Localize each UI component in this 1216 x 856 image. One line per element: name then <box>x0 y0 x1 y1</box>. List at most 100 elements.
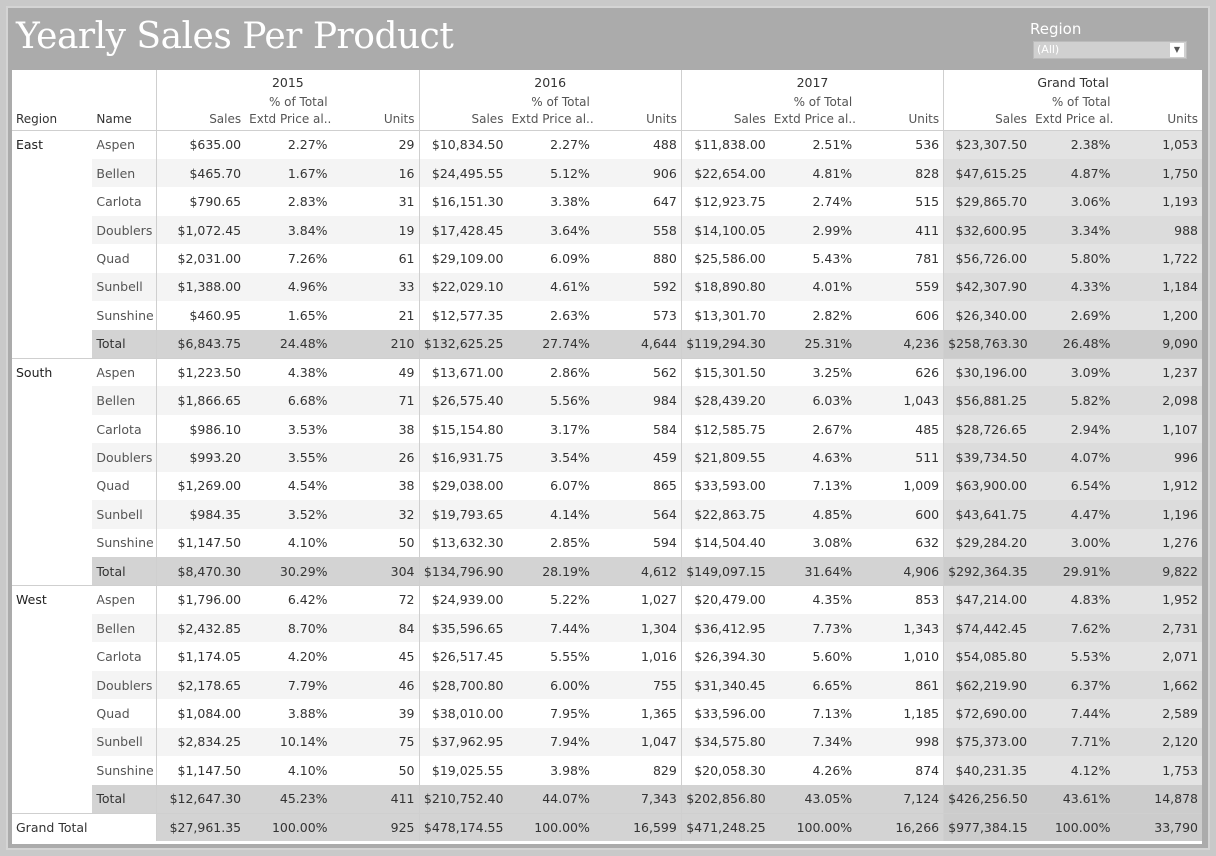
pct-total-cell[interactable]: 3.55% <box>245 443 332 472</box>
units-cell[interactable]: 16,599 <box>593 812 682 842</box>
units-cell[interactable]: 996 <box>1114 443 1202 472</box>
pct-total-cell[interactable]: 3.34% <box>1031 215 1115 245</box>
sales-cell[interactable]: $119,294.30 <box>680 329 770 358</box>
pct-total-cell[interactable]: 4.07% <box>1031 443 1115 472</box>
units-cell[interactable]: 1,010 <box>903 649 940 665</box>
sales-cell[interactable]: $258,763.30 <box>943 329 1032 358</box>
pct-total-cell[interactable]: 100.00% <box>1031 812 1115 842</box>
pct-total-cell[interactable]: 45.23% <box>245 784 332 813</box>
column-header-units[interactable]: Units <box>593 94 682 131</box>
pct-total-cell[interactable]: 7.79% <box>245 670 332 700</box>
units-cell[interactable]: 1,343 <box>856 613 944 643</box>
units-cell[interactable]: 2,731 <box>1114 613 1202 643</box>
year-header-grand-total[interactable]: Grand Total <box>943 70 1202 94</box>
units-cell[interactable]: 9,822 <box>1114 557 1202 586</box>
pct-total-cell[interactable]: 3.00% <box>1031 528 1115 558</box>
sales-cell[interactable]: $40,231.35 <box>943 756 1032 785</box>
units-cell[interactable]: 84 <box>331 613 420 643</box>
sales-cell[interactable]: $1,388.00 <box>156 272 246 302</box>
product-name[interactable]: Total <box>92 557 157 586</box>
units-cell[interactable]: 46 <box>331 670 420 700</box>
units-cell[interactable]: 874 <box>915 762 940 778</box>
column-header-units[interactable]: Units <box>856 94 944 131</box>
sales-cell[interactable]: $18,890.80 <box>680 272 770 302</box>
pct-total-cell[interactable]: 100.00% <box>245 812 332 842</box>
units-cell[interactable]: 45 <box>398 649 415 665</box>
product-name[interactable]: Total <box>92 329 157 358</box>
units-cell[interactable]: 61 <box>398 250 415 266</box>
units-cell[interactable]: 75 <box>331 727 420 757</box>
pct-total-cell[interactable]: 7.71% <box>1031 727 1115 757</box>
product-name[interactable]: Sunbell <box>92 500 157 529</box>
units-cell[interactable]: 459 <box>593 443 682 472</box>
units-cell[interactable]: 1,722 <box>1114 244 1202 273</box>
sales-cell[interactable]: $29,284.20 <box>943 528 1032 558</box>
pct-total-cell[interactable]: 2.27% <box>507 129 594 159</box>
sales-cell[interactable]: $19,793.65 <box>418 500 508 529</box>
column-header-units[interactable]: Units <box>1114 94 1202 131</box>
units-cell[interactable]: 4,236 <box>856 329 944 358</box>
units-cell[interactable]: 14,878 <box>1114 784 1202 813</box>
units-cell[interactable]: 4,644 <box>593 329 682 358</box>
sales-cell[interactable]: $460.95 <box>156 301 246 330</box>
sales-cell[interactable]: $993.20 <box>156 443 246 472</box>
pct-total-cell[interactable]: 7.95% <box>550 705 590 721</box>
sales-cell[interactable]: $13,632.30 <box>418 528 508 558</box>
sales-cell[interactable]: $210,752.40 <box>418 784 508 813</box>
sales-cell[interactable]: $62,219.90 <box>943 670 1032 700</box>
pct-total-cell[interactable]: 6.65% <box>769 670 857 700</box>
units-cell[interactable]: 594 <box>652 535 677 551</box>
pct-total-cell[interactable]: 6.68% <box>245 386 332 415</box>
units-cell[interactable]: 2,120 <box>1114 727 1202 757</box>
pct-total-cell[interactable]: 3.08% <box>812 535 853 551</box>
pct-total-cell[interactable]: 4.01% <box>769 272 857 302</box>
region-label[interactable]: South <box>12 357 93 586</box>
pct-total-cell[interactable]: 3.06% <box>1031 187 1115 216</box>
units-cell[interactable]: 72 <box>331 584 420 614</box>
column-header-sales[interactable]: Sales <box>156 94 246 131</box>
units-cell[interactable]: 781 <box>915 250 940 266</box>
units-cell[interactable]: 16 <box>331 158 420 188</box>
sales-cell[interactable]: $14,504.40 <box>680 528 770 558</box>
units-cell[interactable]: 4,612 <box>593 557 682 586</box>
product-name[interactable]: Sunshine <box>96 307 154 323</box>
sales-cell[interactable]: $426,256.50 <box>943 784 1032 813</box>
units-cell[interactable]: 4,906 <box>856 557 944 586</box>
sales-cell[interactable]: $12,923.75 <box>680 187 770 216</box>
product-name[interactable]: Quad <box>96 250 130 266</box>
sales-cell[interactable]: $56,881.25 <box>943 386 1032 415</box>
product-name[interactable]: Carlota <box>96 194 142 210</box>
units-cell[interactable]: 984 <box>593 386 682 415</box>
sales-cell[interactable]: $21,809.55 <box>680 443 770 472</box>
units-cell[interactable]: 485 <box>915 421 940 437</box>
units-cell[interactable]: 853 <box>856 584 944 614</box>
pct-total-cell[interactable]: 3.54% <box>507 443 594 472</box>
units-cell[interactable]: 1,196 <box>1114 500 1202 529</box>
units-cell[interactable]: 2,098 <box>1114 386 1202 415</box>
pct-total-cell[interactable]: 5.55% <box>550 649 590 665</box>
sales-cell[interactable]: $39,734.50 <box>943 443 1032 472</box>
sales-cell[interactable]: $12,647.30 <box>156 784 246 813</box>
units-cell[interactable]: 488 <box>593 129 682 159</box>
pct-total-cell[interactable]: 2.85% <box>550 535 590 551</box>
units-cell[interactable]: 1,043 <box>856 386 944 415</box>
sales-cell[interactable]: $134,796.90 <box>418 557 508 586</box>
sales-cell[interactable]: $1,147.50 <box>156 528 246 558</box>
pct-total-cell[interactable]: 4.12% <box>1031 756 1115 785</box>
sales-cell[interactable]: $14,100.05 <box>680 215 770 245</box>
pct-total-cell[interactable]: 4.14% <box>507 500 594 529</box>
units-cell[interactable]: 1,662 <box>1114 670 1202 700</box>
units-cell[interactable]: 573 <box>652 307 677 323</box>
sales-cell[interactable]: $20,058.30 <box>680 756 770 785</box>
pct-total-cell[interactable]: 7.44% <box>507 613 594 643</box>
product-name[interactable]: Aspen <box>92 584 157 614</box>
pct-total-cell[interactable]: 6.54% <box>1031 471 1115 501</box>
sales-cell[interactable]: $29,109.00 <box>418 244 508 273</box>
pct-total-cell[interactable]: 2.63% <box>550 307 590 323</box>
pct-total-cell[interactable]: 3.38% <box>550 194 590 210</box>
pct-total-cell[interactable]: 25.31% <box>769 329 857 358</box>
sales-cell[interactable]: $15,301.50 <box>680 357 770 387</box>
region-label[interactable]: West <box>12 585 93 813</box>
units-cell[interactable]: 988 <box>1114 215 1202 245</box>
pct-total-cell[interactable]: 3.53% <box>287 421 328 437</box>
